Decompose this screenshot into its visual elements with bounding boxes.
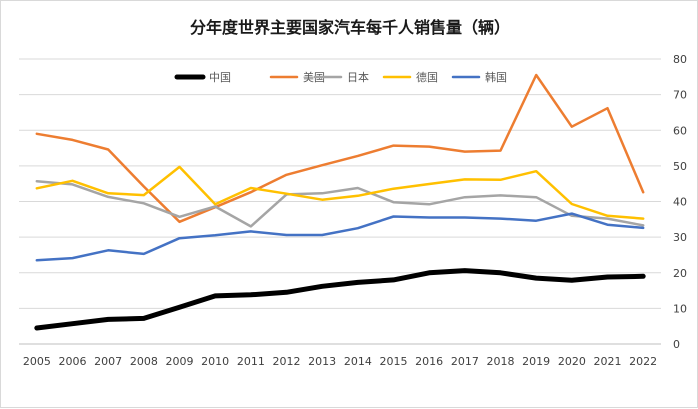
x-tick-label: 2009 <box>166 355 194 368</box>
legend: 中国 美国 日本 德国 韩国 <box>174 70 507 84</box>
x-tick-label: 2022 <box>629 355 657 368</box>
legend-label: 德国 <box>416 70 438 84</box>
y-tick-label: 50 <box>673 160 687 173</box>
legend-label: 日本 <box>347 70 369 84</box>
x-tick-label: 2006 <box>59 355 87 368</box>
x-tick-label: 2011 <box>237 355 265 368</box>
series-line-1 <box>35 73 645 224</box>
y-tick-label: 70 <box>673 89 687 102</box>
series-line-0 <box>34 268 646 331</box>
y-axis-ticks: 0 10 20 30 40 50 60 70 80 <box>673 53 687 351</box>
x-tick-label: 2013 <box>308 355 336 368</box>
legend-label: 韩国 <box>485 70 507 84</box>
y-tick-label: 40 <box>673 196 687 209</box>
series-line-2 <box>35 179 645 228</box>
y-tick-label: 30 <box>673 231 687 244</box>
legend-label: 中国 <box>209 71 231 84</box>
x-tick-label: 2020 <box>558 355 586 368</box>
x-tick-label: 2019 <box>522 355 550 368</box>
x-tick-label: 2012 <box>273 355 301 368</box>
gridlines <box>19 58 661 345</box>
x-axis-ticks: 2005 2006 2007 2008 2009 2010 2011 2012 2013 2014… <box>23 355 657 368</box>
x-tick-label: 2007 <box>94 355 122 368</box>
x-tick-label: 2018 <box>487 355 515 368</box>
x-tick-label: 2016 <box>415 355 443 368</box>
x-tick-label: 2015 <box>380 355 408 368</box>
y-tick-label: 10 <box>673 302 687 315</box>
x-tick-label: 2010 <box>201 355 229 368</box>
y-tick-label: 80 <box>673 53 687 66</box>
y-tick-label: 60 <box>673 124 687 137</box>
chart-title: 分年度世界主要国家汽车每千人销售量（辆） <box>190 18 510 37</box>
y-tick-label: 20 <box>673 267 687 280</box>
x-tick-label: 2008 <box>130 355 158 368</box>
x-tick-label: 2005 <box>23 355 51 368</box>
x-tick-label: 2017 <box>451 355 479 368</box>
x-tick-label: 2021 <box>594 355 622 368</box>
series-line-4 <box>35 212 645 262</box>
x-tick-label: 2014 <box>344 355 372 368</box>
series-line-3 <box>35 165 645 220</box>
series-lines <box>34 73 646 331</box>
y-tick-label: 0 <box>673 338 680 351</box>
